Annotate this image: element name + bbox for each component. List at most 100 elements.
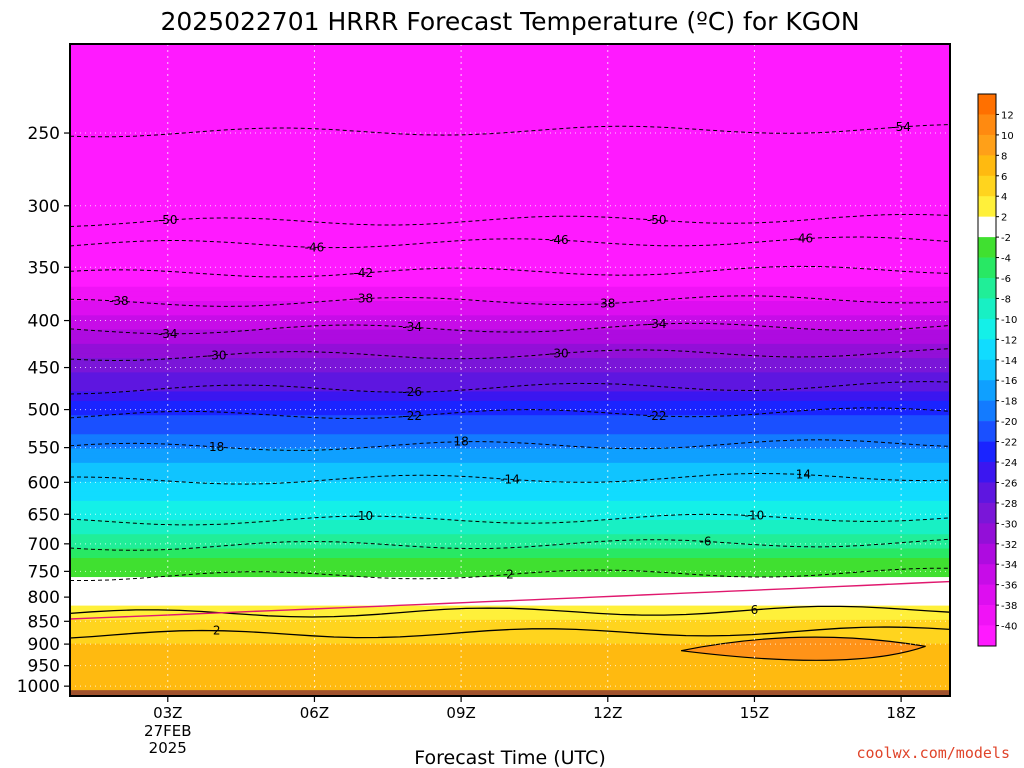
temperature-band [70,667,950,673]
colorbar-swatch [978,237,996,258]
temperature-band [70,543,950,550]
temperature-band [70,286,950,293]
temperature-band [70,453,950,459]
temperature-band [70,577,950,583]
temperature-band [70,234,950,240]
isotherm-label: 6 [751,603,759,617]
temperature-band [70,362,950,369]
temperature-band [70,53,950,59]
temperature-band [70,515,950,521]
colorbar-swatch [978,441,996,463]
temperature-band [70,415,950,421]
temperature-band [70,248,950,255]
x-axis-label: Forecast Time (UTC) [414,747,605,768]
temperature-band [70,301,950,307]
x-tick-label: 18Z [886,704,915,722]
plot-area: -54 -50 -50 -46 -46 -46 -42 -38 -38 38 -34 -34 -34 -3… [70,44,950,696]
temperature-band [70,253,950,259]
temperature-band [70,343,950,350]
colorbar-label: -26 [1001,478,1017,489]
colorbar-swatch [978,339,996,361]
isotherm-label: -42 [354,266,374,280]
y-tick-label: 900 [28,635,60,655]
colorbar-swatch [978,155,996,177]
isotherm-label: -38 [354,292,374,306]
temperature-band [70,315,950,321]
temperature-band [70,162,950,169]
temperature-band [70,510,950,516]
colorbar-swatch [978,196,996,217]
isotherm-label: -38 [109,294,129,308]
temperature-band [70,562,950,569]
temperature-band [70,191,950,197]
temperature-band [70,281,950,288]
colorbar-label: -30 [1001,519,1017,530]
isotherm-label: 2 [506,567,514,581]
isotherm-label: 18 [453,435,468,449]
y-tick-label: 250 [28,124,60,144]
pressure-axis: 250 300 350 400 450 500 550 600 650 700 750 800 850 9… [17,124,70,697]
colorbar-swatch [978,318,996,340]
temperature-band [70,519,950,526]
temperature-band [70,424,950,431]
temperature-band [70,101,950,107]
y-tick-label: 650 [28,505,60,525]
isotherm-label: 38 [600,297,615,311]
temperature-band [70,82,950,88]
y-tick-label: 550 [28,439,60,459]
temperature-band [70,153,950,159]
colorbar-label: -4 [1001,254,1011,265]
colorbar-label: -6 [1001,274,1011,285]
colorbar-swatch [978,462,996,483]
temperature-band [70,320,950,326]
temperature-band [70,172,950,178]
temperature-band [70,500,950,507]
x-tick-label: 15Z [740,704,769,722]
temperature-band [70,377,950,383]
temperature-band [70,58,950,64]
plot-frame [69,43,951,697]
colorbar-label: -20 [1001,417,1017,428]
chart-title: 2025022701 HRRR Forecast Temperature (ºC… [160,7,859,36]
temperature-band [70,624,950,631]
temperature-band [70,167,950,174]
temperature-band [70,496,950,502]
temperature-band [70,215,950,221]
colorbar-swatch [978,543,996,565]
temperature-band [70,619,950,626]
temperature-band [70,548,950,554]
colorbar-swatch [978,257,996,279]
temperature-band [70,310,950,316]
temperature-band [70,120,950,126]
temperature-band [70,48,950,55]
colorbar-swatch [978,400,996,422]
isotherm-label: -22 [647,409,667,423]
y-tick-label: 450 [28,359,60,379]
colorbar: -40-38-36-34-32-30-28-26-24-22-20-18-16-… [977,93,1017,647]
temperature-band [70,434,950,440]
isotherm-label: -10 [745,509,765,523]
colorbar-swatch [978,359,996,381]
y-tick-label: 500 [28,401,60,421]
temperature-band [70,220,950,226]
temperature-band [70,486,950,492]
temperature-bands [70,44,950,696]
colorbar-label: -40 [1001,622,1017,633]
x-tick-sublabel: 27FEB [144,722,191,740]
isotherm-label: -34 [402,320,422,334]
temperature-band [70,529,950,535]
temperature-band [70,686,950,692]
temperature-band [70,400,950,407]
colorbar-swatch [978,482,996,504]
temperature-band [70,477,950,483]
temperature-band [70,524,950,531]
temperature-band [70,329,950,335]
isotherm-line [70,626,950,639]
temperature-band [70,186,950,193]
temperature-band [70,44,950,50]
temperature-band [70,158,950,164]
colorbar-swatch [978,94,996,115]
isotherm-label: -22 [402,409,422,423]
